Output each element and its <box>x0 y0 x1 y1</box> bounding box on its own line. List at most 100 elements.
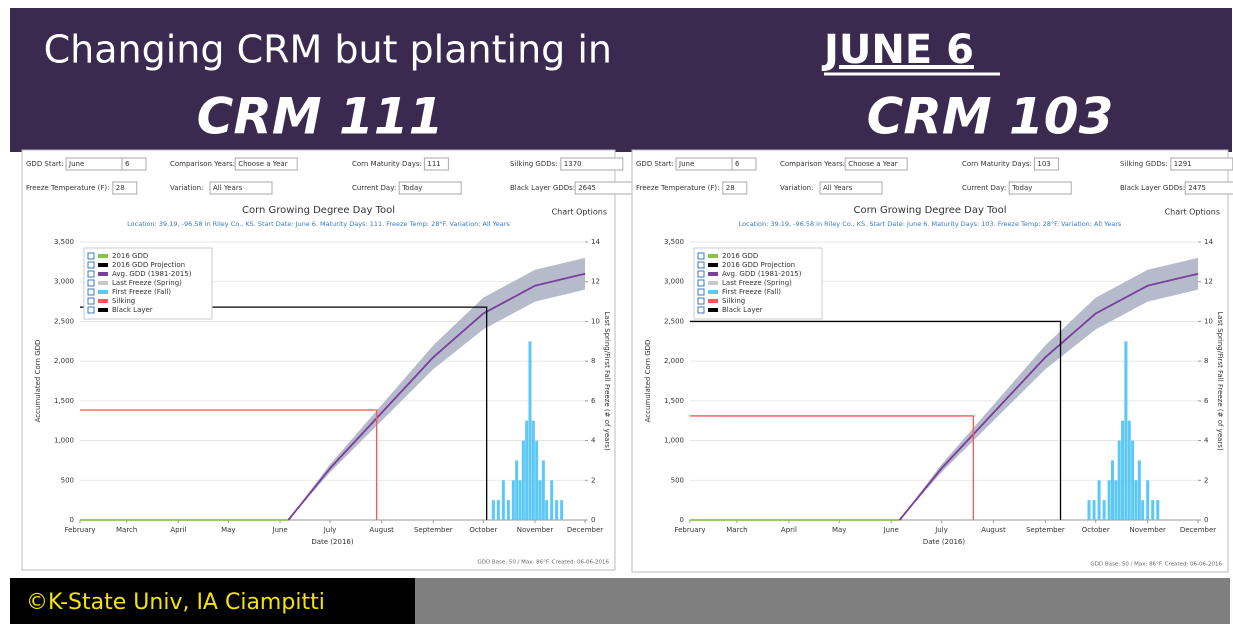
freeze-bar <box>1092 500 1096 520</box>
x-tick-label: February <box>64 526 95 534</box>
control-box[interactable] <box>560 157 624 171</box>
y-tick-label: 2,500 <box>54 317 74 325</box>
legend-swatch <box>708 254 718 258</box>
control-label: Corn Maturity Days: <box>352 160 422 168</box>
y-tick-label: 0 <box>70 516 74 524</box>
right-label: CRM 103 <box>867 88 1114 146</box>
chart-options[interactable]: Chart Options <box>1165 208 1220 217</box>
legend-checkbox[interactable] <box>697 288 705 296</box>
control-box[interactable] <box>722 181 748 195</box>
credit: ©K-State Univ, IA Ciampitti <box>26 590 325 615</box>
control-box[interactable] <box>1033 157 1059 171</box>
legend-checkbox[interactable] <box>87 252 95 260</box>
control-value[interactable]: 6 <box>735 160 740 168</box>
legend-checkbox[interactable] <box>87 279 95 287</box>
marker-line <box>690 320 1062 520</box>
control-box[interactable] <box>731 157 757 171</box>
legend-label: Black Layer <box>112 306 153 314</box>
control-box[interactable] <box>423 157 449 171</box>
control-value[interactable]: 2475 <box>1188 184 1206 192</box>
x-axis-label: Date (2016) <box>311 538 354 546</box>
control-value[interactable]: 6 <box>125 160 130 168</box>
y-tick-label: 3,000 <box>54 278 74 286</box>
x-tick-label: April <box>781 526 797 534</box>
chart-options[interactable]: Chart Options <box>552 208 607 217</box>
legend-checkbox[interactable] <box>697 297 705 305</box>
control-value[interactable]: Choose a Year <box>238 160 288 168</box>
control-value[interactable]: 103 <box>1037 160 1050 168</box>
freeze-bar <box>506 500 510 520</box>
legend-checkbox[interactable] <box>87 261 95 269</box>
chart-footer: GDD Base: 50 / Max: 86°F. Created: 06-06… <box>477 560 609 566</box>
y2-tick-label: 0 <box>591 516 595 524</box>
x-tick-label: July <box>934 526 948 534</box>
y2-tick-label: 0 <box>1204 516 1208 524</box>
control-box[interactable] <box>844 157 908 171</box>
footer-band <box>415 578 1230 624</box>
freeze-bar <box>541 460 545 520</box>
control-value[interactable]: 1370 <box>564 160 582 168</box>
legend-checkbox[interactable] <box>697 261 705 269</box>
legend-checkbox[interactable] <box>87 297 95 305</box>
control-box[interactable] <box>112 181 138 195</box>
control-box[interactable] <box>121 157 147 171</box>
control-box[interactable] <box>1008 181 1072 195</box>
legend-label: Avg. GDD (1981-2015) <box>722 270 802 278</box>
freeze-bar <box>1156 500 1160 520</box>
control-value[interactable]: All Years <box>213 184 243 192</box>
control-value[interactable]: 2645 <box>578 184 596 192</box>
control-value[interactable]: 1291 <box>1174 160 1192 168</box>
y-tick-label: 2,000 <box>54 357 74 365</box>
control-value[interactable]: Choose a Year <box>848 160 898 168</box>
control-label: Corn Maturity Days: <box>962 160 1032 168</box>
control-value[interactable]: June <box>68 160 84 168</box>
y-axis-label: Accumulated Corn GDD <box>644 340 652 423</box>
legend-swatch <box>98 263 108 267</box>
legend-checkbox[interactable] <box>87 270 95 278</box>
control-box[interactable] <box>234 157 298 171</box>
control-label: Variation: <box>170 184 203 192</box>
legend-checkbox[interactable] <box>697 279 705 287</box>
control-value[interactable]: Today <box>401 184 422 192</box>
chart-panel: GDD Start: June 6 Comparison Years: Choose a… <box>631 149 1233 573</box>
legend-swatch <box>98 272 108 276</box>
legend-checkbox[interactable] <box>697 270 705 278</box>
y2-tick-label: 4 <box>1204 437 1209 445</box>
control-value[interactable]: 111 <box>427 160 440 168</box>
legend-label: First Freeze (Fall) <box>112 288 171 296</box>
control-value[interactable]: 28 <box>726 184 735 192</box>
y2-tick-label: 2 <box>591 476 595 484</box>
y-tick-label: 1,500 <box>664 397 684 405</box>
legend-checkbox[interactable] <box>697 306 705 314</box>
freeze-bar <box>1087 500 1091 520</box>
control-box[interactable] <box>209 181 273 195</box>
control-box[interactable] <box>819 181 883 195</box>
control-value[interactable]: 28 <box>116 184 125 192</box>
control-label: Black Layer GDDs: <box>510 184 575 192</box>
freeze-bar <box>1121 420 1125 520</box>
control-value[interactable]: All Years <box>823 184 853 192</box>
x-tick-label: November <box>517 526 554 534</box>
control-box[interactable] <box>398 181 462 195</box>
freeze-bar <box>1102 500 1106 520</box>
freeze-bar <box>1117 440 1121 520</box>
legend-label: 2016 GDD Projection <box>722 261 795 269</box>
freeze-bar <box>1146 480 1150 520</box>
legend-checkbox[interactable] <box>87 306 95 314</box>
control-value[interactable]: Today <box>1011 184 1032 192</box>
legend-label: Last Freeze (Spring) <box>112 279 182 287</box>
y2-tick-label: 4 <box>591 437 596 445</box>
control-box[interactable] <box>1184 181 1233 195</box>
y-tick-label: 2,500 <box>664 317 684 325</box>
x-tick-label: October <box>1082 526 1110 534</box>
x-tick-label: May <box>221 526 235 534</box>
x-tick-label: December <box>567 526 603 534</box>
control-value[interactable]: June <box>678 160 694 168</box>
y-tick-label: 3,000 <box>664 278 684 286</box>
legend-swatch <box>98 299 108 303</box>
control-label: Current Day: <box>352 184 396 192</box>
legend-checkbox[interactable] <box>87 288 95 296</box>
legend-label: Silking <box>722 297 745 305</box>
legend-checkbox[interactable] <box>697 252 705 260</box>
